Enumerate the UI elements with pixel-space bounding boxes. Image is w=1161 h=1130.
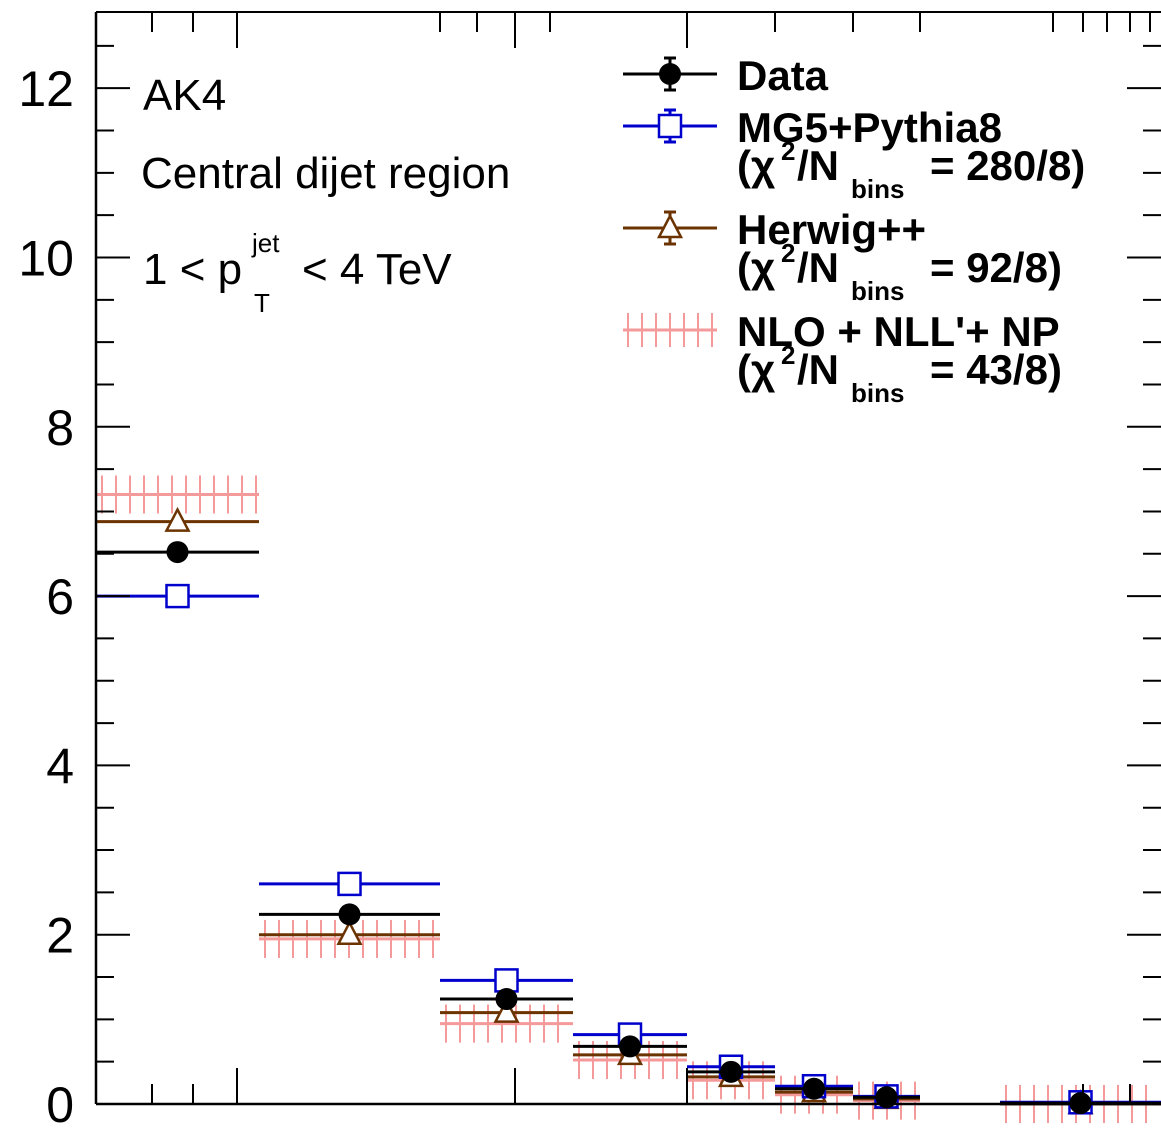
point-marker	[875, 1086, 898, 1109]
filled-circle-bin-3	[440, 988, 573, 1011]
legend-chi2-n: /N	[797, 346, 839, 393]
filled-circle-bin-7	[853, 1086, 920, 1109]
legend-chi2-n: /N	[797, 244, 839, 291]
legend-label: Data	[737, 52, 829, 99]
legend-chi2-value: = 280/8)	[930, 142, 1085, 189]
series-layer	[96, 475, 1161, 1123]
legend-chi2-value: = 92/8)	[930, 244, 1062, 291]
y-tick-label: 4	[46, 738, 74, 794]
axis-layer: 0 2 4 6 8 10 12	[18, 11, 1161, 1130]
nlo-band-bin-1	[96, 475, 259, 514]
legend-label: MG5+Pythia8	[737, 104, 1002, 151]
point-marker	[493, 997, 520, 1023]
filled-circle-bin-4	[573, 1035, 687, 1058]
legend-swatch-marker	[659, 63, 681, 85]
filled-circle-bin-1	[96, 541, 259, 564]
open-triangle-bin-1	[96, 506, 259, 532]
point-marker	[619, 1035, 641, 1058]
open-square-bin-3	[440, 968, 573, 993]
series-mg5-pythia8	[96, 583, 1161, 1115]
y-tick-label: 0	[46, 1077, 74, 1125]
series-data	[96, 541, 1161, 1115]
annotation-pt-range: 1 < p	[143, 245, 242, 294]
annotation-region: Central dijet region	[141, 149, 510, 198]
annotation-pt-suffix: < 4 TeV	[302, 245, 452, 294]
annotation-layer: AK4 Central dijet region 1 < p jet T < 4…	[141, 71, 510, 318]
legend-chi2-value: = 43/8)	[930, 346, 1062, 393]
legend-chi2-n: /N	[797, 142, 839, 189]
legend-entry-nlo-nll-np: NLO + NLL'+ NP(χ 2/N bins = 43/8)	[623, 308, 1062, 408]
annotation-pt-prefix: 1 < p	[143, 245, 242, 294]
legend-chi2-sub: bins	[851, 276, 904, 306]
point-marker	[336, 920, 363, 945]
open-triangle-bin-2	[259, 920, 440, 945]
legend-entry-herwig-: Herwig++(χ 2/N bins = 92/8)	[623, 206, 1062, 306]
legend-chi2-sup: 2	[781, 238, 795, 268]
filled-circle-bin-6	[775, 1077, 853, 1100]
y-tick-label: 8	[46, 400, 74, 456]
legend-entry-data: Data	[623, 52, 829, 99]
legend-chi2-prefix: (χ	[737, 346, 775, 393]
legend-label: NLO + NLL'+ NP	[737, 308, 1060, 355]
point-marker	[495, 988, 518, 1011]
annotation-pt-sup: jet	[251, 228, 280, 258]
y-tick-label: 10	[18, 230, 74, 286]
y-tick-label: 2	[46, 908, 74, 964]
legend-chi2-prefix: (χ	[737, 244, 775, 291]
legend-chi2-prefix: (χ	[737, 142, 775, 189]
open-square-bin-2	[259, 871, 440, 897]
legend-swatch-marker	[656, 213, 684, 239]
legend-entry-mg5-pythia8: MG5+Pythia8(χ 2/N bins = 280/8)	[623, 104, 1085, 204]
point-marker	[165, 583, 190, 609]
y-tick-label: 6	[46, 569, 74, 625]
annotation-jet-algo: AK4	[143, 71, 226, 120]
point-marker	[337, 871, 362, 897]
legend-swatch-marker	[657, 113, 683, 139]
nlo-band-bin-3	[440, 1004, 573, 1043]
point-marker	[166, 541, 189, 564]
legend-chi2-sup: 2	[781, 136, 795, 166]
legend-chi2-sup: 2	[781, 340, 795, 370]
legend-chi2-sub: bins	[851, 174, 904, 204]
point-marker	[720, 1060, 742, 1083]
legend-label: Herwig++	[737, 206, 926, 253]
filled-circle-bin-5	[687, 1060, 775, 1083]
legend-chi2-sub: bins	[851, 378, 904, 408]
point-marker	[803, 1077, 825, 1100]
point-marker	[338, 903, 361, 926]
filled-circle-bin-2	[259, 903, 440, 926]
open-triangle-bin-3	[440, 997, 573, 1023]
point-marker	[164, 506, 191, 532]
annotation-pt-sub: T	[254, 288, 270, 318]
y-tick-label: 12	[18, 61, 74, 117]
